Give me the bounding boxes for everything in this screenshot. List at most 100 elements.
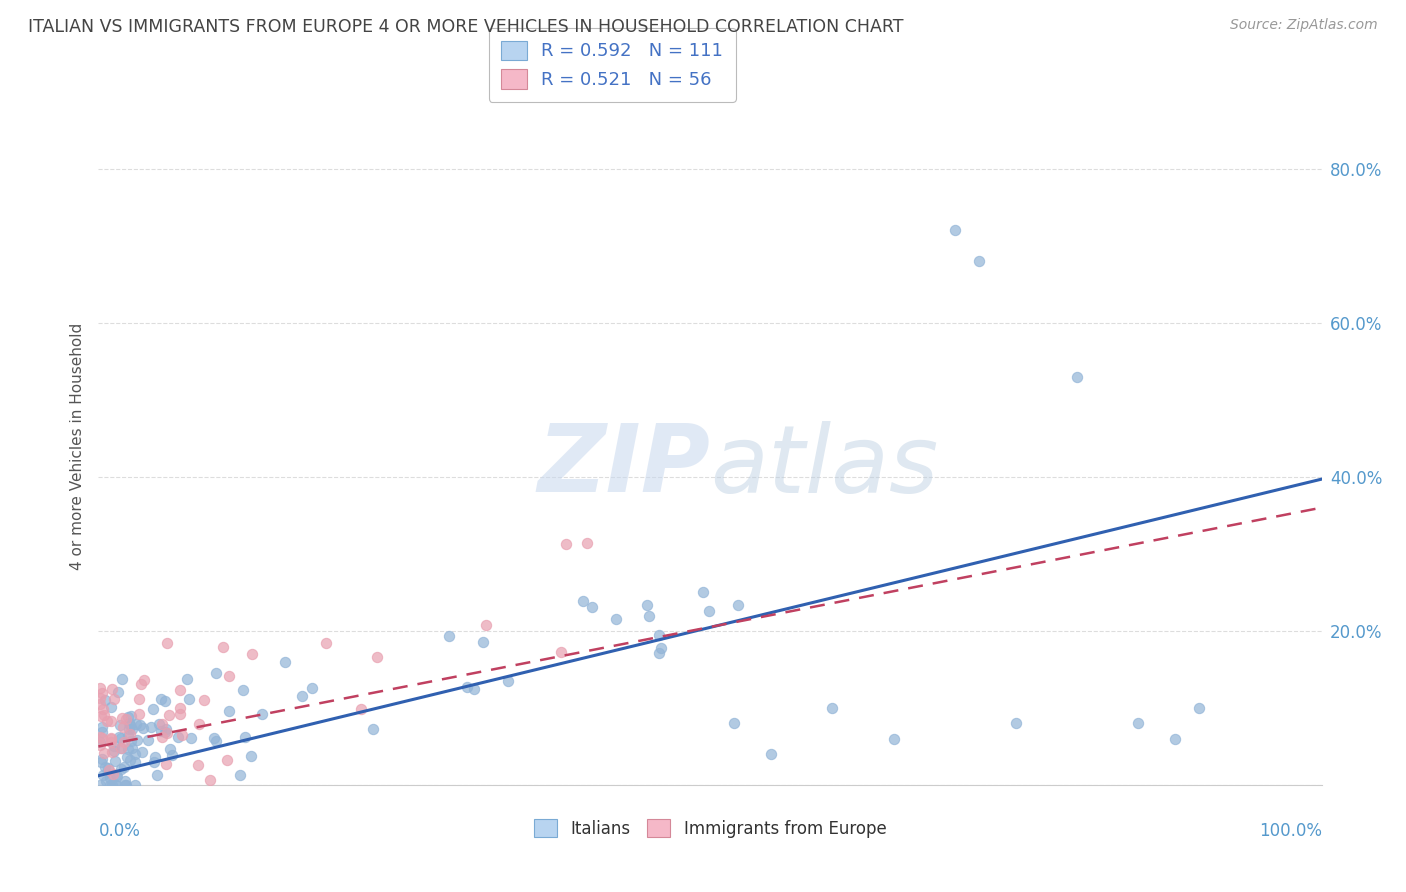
Point <box>576 536 599 550</box>
Point <box>115 749 138 764</box>
Point <box>572 593 595 607</box>
Point <box>117 742 139 756</box>
Point <box>103 744 125 758</box>
Point <box>143 749 166 764</box>
Point <box>727 598 749 612</box>
Point <box>967 254 990 268</box>
Point <box>697 604 720 618</box>
Point <box>169 706 191 721</box>
Point <box>100 714 122 728</box>
Point <box>131 745 153 759</box>
Point <box>94 759 117 773</box>
Point <box>167 730 190 744</box>
Point <box>108 718 131 732</box>
Point <box>110 731 132 745</box>
Point <box>121 722 143 736</box>
Point <box>821 701 844 715</box>
Point <box>91 725 114 739</box>
Point <box>150 692 173 706</box>
Point <box>121 741 143 756</box>
Point <box>128 692 150 706</box>
Point <box>91 686 114 700</box>
Point <box>112 735 135 749</box>
Text: 0.0%: 0.0% <box>98 822 141 840</box>
Point <box>105 778 128 792</box>
Point <box>1188 701 1211 715</box>
Point <box>120 733 142 747</box>
Point <box>97 761 120 775</box>
Point <box>883 731 905 746</box>
Point <box>100 731 122 746</box>
Point <box>90 731 112 745</box>
Point <box>118 723 141 737</box>
Point <box>94 774 117 789</box>
Point <box>141 701 163 715</box>
Point <box>89 738 111 752</box>
Point <box>114 760 136 774</box>
Point <box>456 681 478 695</box>
Point <box>134 673 156 687</box>
Point <box>98 778 121 792</box>
Legend: Italians, Immigrants from Europe: Italians, Immigrants from Europe <box>527 813 893 845</box>
Point <box>233 730 256 744</box>
Point <box>156 636 179 650</box>
Point <box>471 634 494 648</box>
Point <box>100 700 122 714</box>
Point <box>361 723 384 737</box>
Point <box>212 640 235 654</box>
Point <box>115 712 138 726</box>
Point <box>117 729 139 743</box>
Point <box>91 768 114 782</box>
Point <box>89 698 111 712</box>
Text: 100.0%: 100.0% <box>1258 822 1322 840</box>
Point <box>169 701 191 715</box>
Point <box>301 681 323 696</box>
Point <box>169 682 191 697</box>
Point <box>193 693 215 707</box>
Point <box>114 778 136 792</box>
Point <box>650 641 672 656</box>
Point <box>91 702 114 716</box>
Point <box>120 753 142 767</box>
Point <box>177 692 200 706</box>
Point <box>96 714 118 728</box>
Point <box>110 741 132 756</box>
Point <box>101 767 124 781</box>
Point <box>100 735 122 749</box>
Point <box>1066 369 1088 384</box>
Point <box>100 778 122 792</box>
Point <box>550 645 572 659</box>
Point <box>124 755 146 769</box>
Point <box>157 708 180 723</box>
Point <box>153 724 176 739</box>
Point <box>89 735 111 749</box>
Point <box>108 730 131 744</box>
Point <box>118 718 141 732</box>
Point <box>366 649 388 664</box>
Point <box>132 722 155 736</box>
Point <box>105 769 128 783</box>
Point <box>162 747 184 762</box>
Point <box>89 731 111 745</box>
Point <box>89 778 111 792</box>
Point <box>581 599 603 614</box>
Point <box>127 733 149 747</box>
Point <box>554 537 576 551</box>
Point <box>110 741 132 756</box>
Point <box>761 747 783 761</box>
Point <box>156 726 179 740</box>
Point <box>110 762 132 776</box>
Point <box>124 747 146 762</box>
Point <box>200 772 222 787</box>
Point <box>648 646 671 660</box>
Point <box>229 768 252 782</box>
Point <box>204 666 226 681</box>
Point <box>1164 731 1187 746</box>
Point <box>155 722 177 736</box>
Point <box>239 749 262 764</box>
Point <box>103 692 125 706</box>
Point <box>143 755 166 769</box>
Point <box>114 778 136 792</box>
Point <box>218 669 240 683</box>
Point <box>159 742 181 756</box>
